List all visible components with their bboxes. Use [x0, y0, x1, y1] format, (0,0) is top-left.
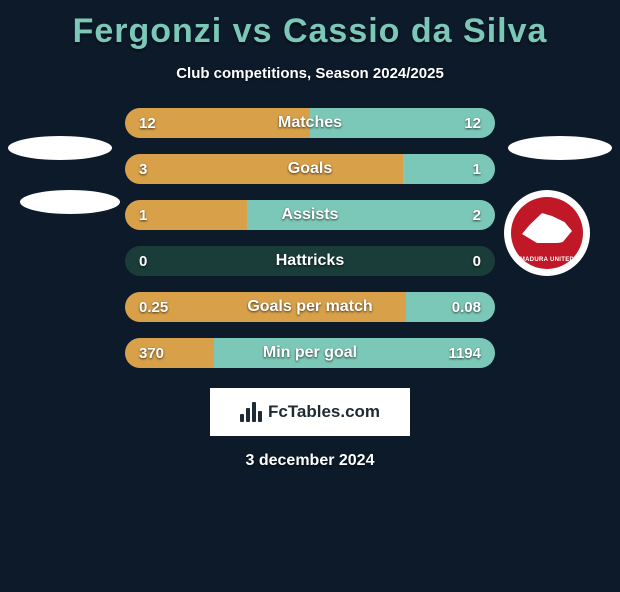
- club-right-badge-inner: MADURA UNITED: [511, 197, 583, 269]
- club-right-badge: MADURA UNITED: [504, 190, 590, 276]
- stat-value-right: 1194: [448, 338, 481, 368]
- brand-box: FcTables.com: [210, 388, 410, 436]
- stat-row: 370Min per goal1194: [125, 338, 495, 368]
- page-title: Fergonzi vs Cassio da Silva: [0, 12, 620, 51]
- club-left-placeholder: [20, 190, 120, 214]
- stat-row: 0.25Goals per match0.08: [125, 292, 495, 322]
- stat-label: Goals per match: [125, 292, 495, 322]
- stat-label: Min per goal: [125, 338, 495, 368]
- stat-row: 0Hattricks0: [125, 246, 495, 276]
- stat-row: 1Assists2: [125, 200, 495, 230]
- stat-label: Matches: [125, 108, 495, 138]
- date-label: 3 december 2024: [0, 452, 620, 470]
- stat-label: Hattricks: [125, 246, 495, 276]
- stat-row: 12Matches12: [125, 108, 495, 138]
- bar-chart-icon: [240, 402, 262, 422]
- stat-row: 3Goals1: [125, 154, 495, 184]
- player-right-placeholder: [508, 136, 612, 160]
- brand-label: FcTables.com: [268, 402, 380, 422]
- stat-label: Assists: [125, 200, 495, 230]
- stat-label: Goals: [125, 154, 495, 184]
- stat-value-right: 0: [473, 246, 481, 276]
- club-right-label: MADURA UNITED: [520, 257, 574, 263]
- stat-value-right: 2: [473, 200, 481, 230]
- player-left-placeholder: [8, 136, 112, 160]
- stat-value-right: 1: [473, 154, 481, 184]
- stat-value-right: 12: [464, 108, 481, 138]
- stat-value-right: 0.08: [452, 292, 481, 322]
- subtitle: Club competitions, Season 2024/2025: [0, 65, 620, 82]
